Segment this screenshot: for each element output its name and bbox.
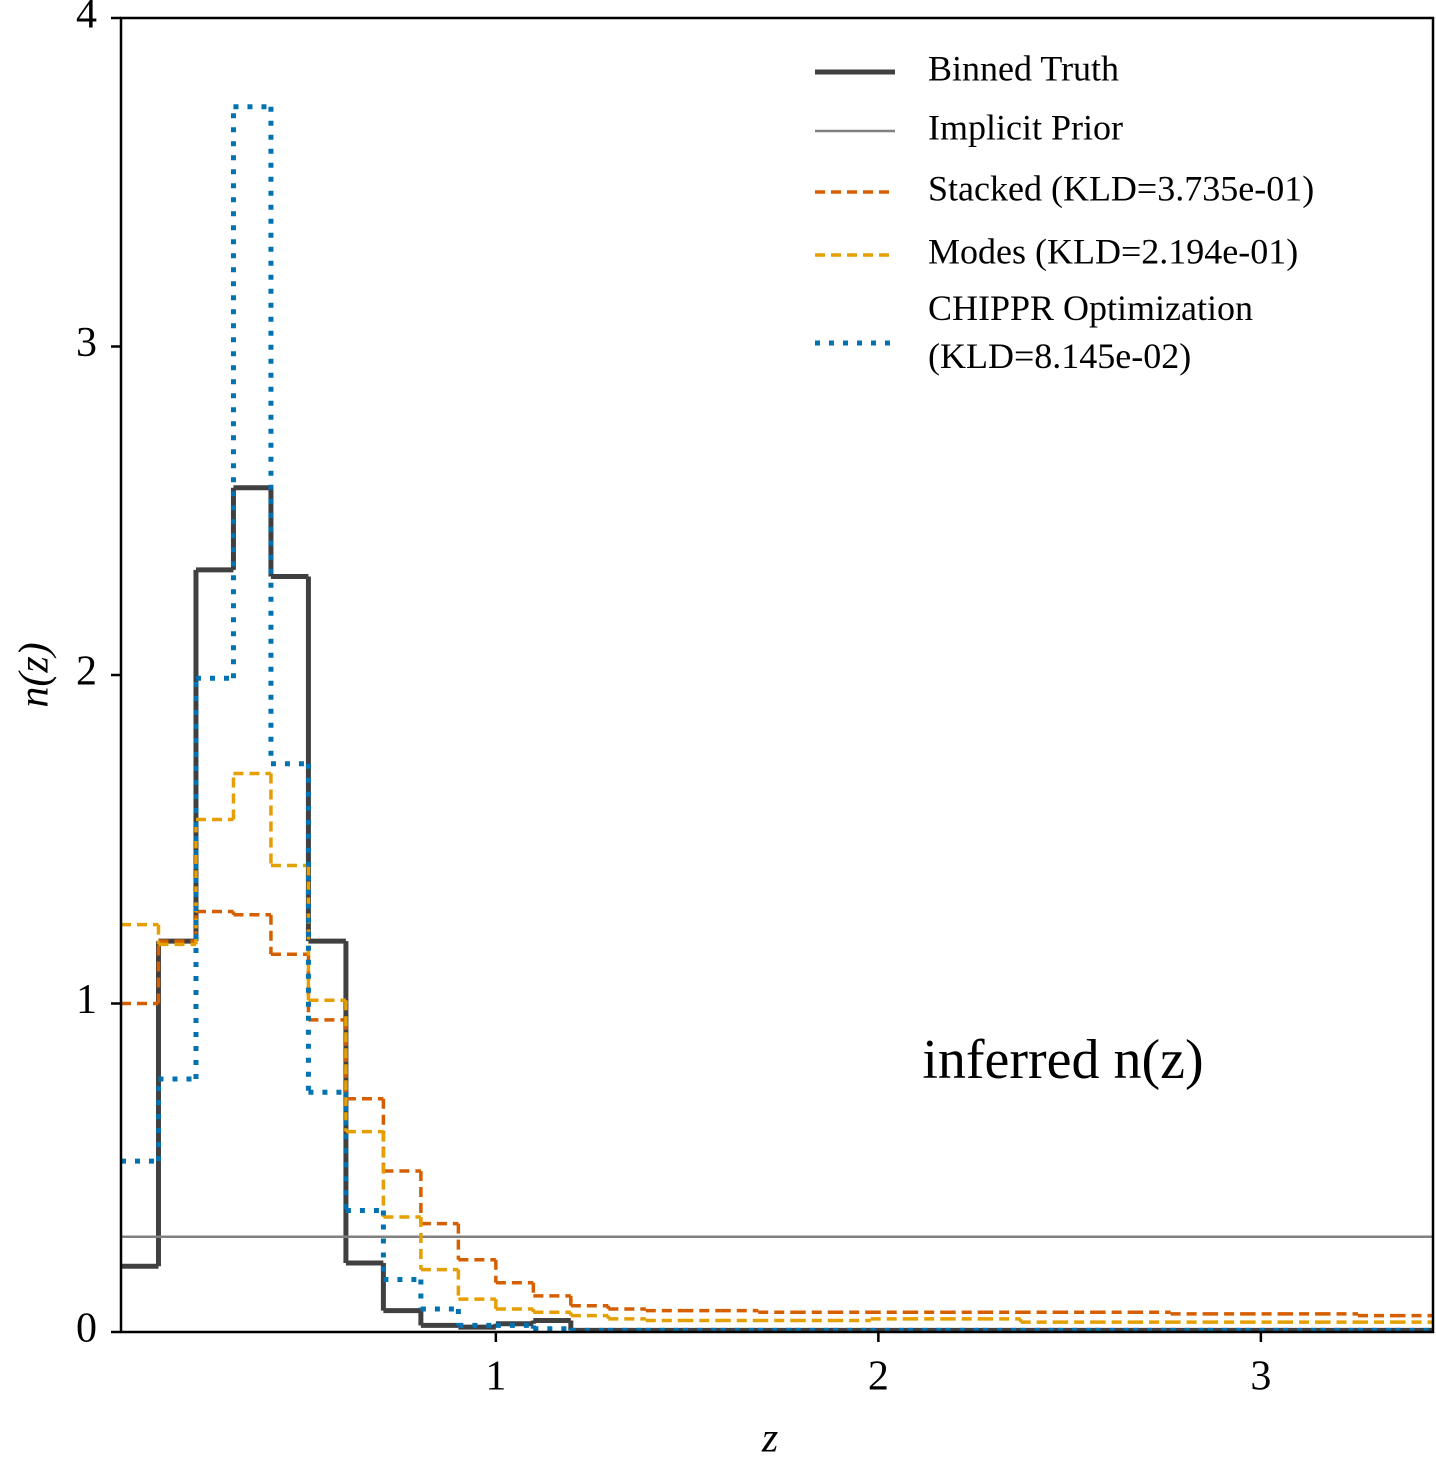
legend-label: Implicit Prior [928, 107, 1123, 147]
plot-frame [119, 16, 1435, 1334]
x-axis-label: z [761, 1416, 778, 1462]
y-axis-label: n(z) [12, 642, 58, 707]
y-tick-label: 3 [76, 320, 97, 366]
legend-label: Modes (KLD=2.194e-01) [928, 231, 1298, 271]
x-tick-label: 3 [1250, 1354, 1271, 1400]
legend-label: Binned Truth [928, 48, 1119, 88]
legend-label: Stacked (KLD=3.735e-01) [928, 168, 1314, 208]
x-tick-label: 2 [868, 1354, 889, 1400]
y-tick-label: 2 [76, 649, 97, 695]
y-tick-label: 1 [76, 977, 97, 1023]
plot-area [121, 104, 1433, 1333]
y-tick-label: 4 [76, 0, 97, 38]
legend-label: CHIPPR Optimization (KLD=8.145e-02) [928, 288, 1253, 376]
x-tick-label: 1 [485, 1354, 506, 1400]
y-tick-label: 0 [76, 1306, 97, 1352]
annotation: inferred n(z) [922, 1029, 1203, 1091]
